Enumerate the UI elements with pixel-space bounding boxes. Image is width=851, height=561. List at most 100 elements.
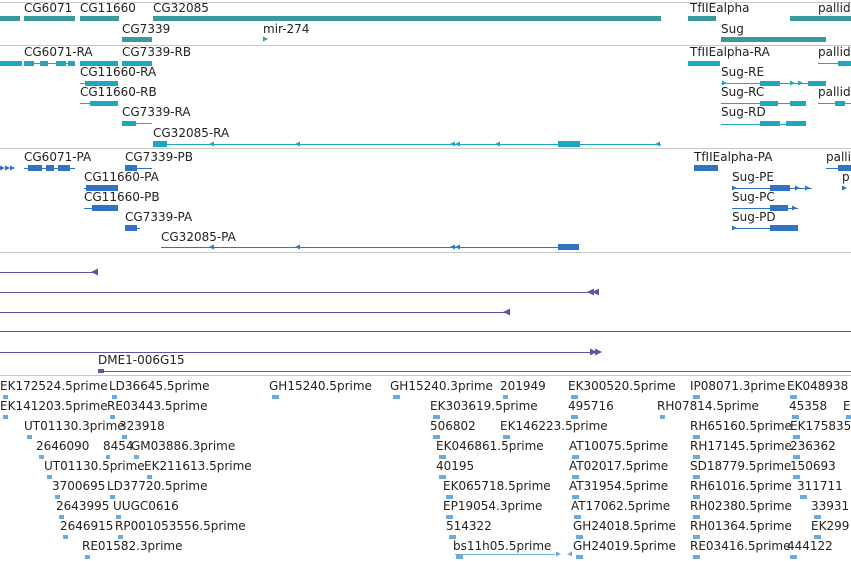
est-feature[interactable]: [503, 435, 510, 439]
est-feature[interactable]: [446, 495, 453, 499]
est-label[interactable]: 2646915: [60, 519, 114, 533]
alignment-line[interactable]: [0, 352, 590, 353]
cds-exon[interactable]: [125, 165, 137, 171]
protein-label[interactable]: CG7339-PB: [125, 150, 194, 164]
est-feature[interactable]: [792, 415, 799, 419]
est-label[interactable]: EK175835: [790, 419, 851, 433]
gene-label-tfiiealpha[interactable]: TfIIEalpha: [690, 1, 750, 15]
est-label[interactable]: EP19054.3prime: [443, 499, 543, 513]
cds-exon[interactable]: [46, 165, 54, 171]
est-feature[interactable]: [134, 455, 139, 459]
est-feature[interactable]: [118, 535, 123, 539]
alignment-line[interactable]: [0, 272, 96, 273]
est-label[interactable]: 150693: [790, 459, 836, 473]
est-label[interactable]: 45358: [789, 399, 828, 413]
transcript-label[interactable]: pallid: [818, 45, 851, 59]
cds-exon[interactable]: [770, 225, 798, 231]
transcript-exon[interactable]: [56, 61, 66, 66]
cds-arrow[interactable]: [792, 205, 797, 211]
cds-line[interactable]: [732, 228, 798, 229]
gene-label-pallid[interactable]: pallid: [818, 1, 851, 15]
est-feature[interactable]: [693, 435, 700, 439]
alignment-arrow[interactable]: [595, 348, 602, 356]
est-line[interactable]: [455, 554, 555, 555]
est-label[interactable]: UUGC0616: [113, 499, 179, 513]
est-label[interactable]: RH07814.5prime: [657, 399, 759, 413]
transcript-exon[interactable]: [790, 101, 806, 106]
cds-exon[interactable]: [125, 225, 137, 231]
gene-bar[interactable]: [80, 16, 119, 21]
est-feature[interactable]: [576, 555, 583, 559]
transcript-exon[interactable]: [786, 121, 806, 126]
est-label[interactable]: UT01130.5prime: [44, 459, 145, 473]
transcript-exon[interactable]: [0, 61, 22, 66]
est-label[interactable]: RH61016.5prime: [690, 479, 792, 493]
est-label[interactable]: EK048938: [787, 379, 849, 393]
protein-label[interactable]: CG6071-PA: [24, 150, 92, 164]
est-feature[interactable]: [576, 535, 583, 539]
transcript-exon[interactable]: [838, 61, 851, 66]
cds-exon[interactable]: [838, 165, 851, 171]
est-label[interactable]: 201949: [500, 379, 546, 393]
transcript-arrow[interactable]: [798, 80, 803, 86]
est-label[interactable]: GM03886.3prime: [131, 439, 236, 453]
cds-arrow[interactable]: [10, 165, 15, 171]
est-label[interactable]: AT10075.5prime: [569, 439, 669, 453]
transcript-exon[interactable]: [24, 61, 34, 66]
transcript-arrow[interactable]: [655, 141, 660, 147]
est-feature[interactable]: [814, 535, 821, 539]
cds-exon[interactable]: [694, 165, 718, 171]
alignment-line[interactable]: [0, 331, 851, 332]
est-label[interactable]: EK299: [811, 519, 850, 533]
est-label[interactable]: bs11h05.5prime: [453, 539, 552, 553]
transcript-label[interactable]: CG7339-RA: [122, 105, 191, 119]
cds-exon[interactable]: [58, 165, 70, 171]
cds-exon[interactable]: [86, 185, 118, 191]
est-feature[interactable]: [793, 455, 800, 459]
est-feature[interactable]: [439, 455, 446, 459]
protein-label[interactable]: CG11660-PA: [84, 170, 159, 184]
cds-arrow[interactable]: [732, 185, 737, 191]
est-feature[interactable]: [814, 515, 821, 519]
est-label[interactable]: EK065718.5prime: [443, 479, 551, 493]
est-label[interactable]: LD36645.5prime: [109, 379, 210, 393]
est-label[interactable]: 2646090: [36, 439, 90, 453]
est-label[interactable]: 8454: [103, 439, 134, 453]
est-feature[interactable]: [660, 415, 665, 419]
est-label[interactable]: RE03416.5prime: [690, 539, 791, 553]
transcript-line[interactable]: [122, 123, 152, 124]
transcript-exon[interactable]: [835, 101, 845, 106]
transcript-arrow[interactable]: [790, 80, 795, 86]
alignment-arrow[interactable]: [91, 268, 98, 276]
est-feature[interactable]: [3, 415, 8, 419]
transcript-arrow[interactable]: [722, 80, 727, 86]
est-label[interactable]: RE03443.5prime: [107, 399, 208, 413]
transcript-label[interactable]: CG32085-RA: [153, 126, 230, 140]
est-label[interactable]: 506802: [430, 419, 476, 433]
gene-label-sug[interactable]: Sug: [721, 22, 744, 36]
protein-label[interactable]: CG7339-PA: [125, 210, 193, 224]
cds-arrow[interactable]: [5, 165, 10, 171]
cds-arrow[interactable]: [732, 225, 737, 231]
est-feature[interactable]: [572, 495, 579, 499]
est-feature[interactable]: [433, 415, 440, 419]
est-feature[interactable]: [39, 455, 44, 459]
cds-line[interactable]: [125, 168, 152, 169]
cds-arrow[interactable]: [842, 185, 847, 191]
est-feature[interactable]: [574, 515, 581, 519]
est-feature[interactable]: [793, 475, 800, 479]
transcript-exon[interactable]: [760, 121, 780, 126]
cds-arrow[interactable]: [795, 185, 800, 191]
cds-exon[interactable]: [558, 244, 579, 250]
transcript-arrow[interactable]: [295, 141, 300, 147]
est-feature[interactable]: [116, 515, 121, 519]
transcript-arrow[interactable]: [495, 141, 500, 147]
est-label[interactable]: 236362: [790, 439, 836, 453]
transcript-arrow[interactable]: [455, 141, 460, 147]
est-label[interactable]: RH01364.5prime: [690, 519, 792, 533]
gene-label-mir-274[interactable]: mir-274: [263, 22, 310, 36]
est-feature[interactable]: [572, 475, 579, 479]
est-feature[interactable]: [147, 475, 152, 479]
protein-label[interactable]: Sug-PE: [732, 170, 774, 184]
gene-arrow[interactable]: [263, 36, 268, 42]
